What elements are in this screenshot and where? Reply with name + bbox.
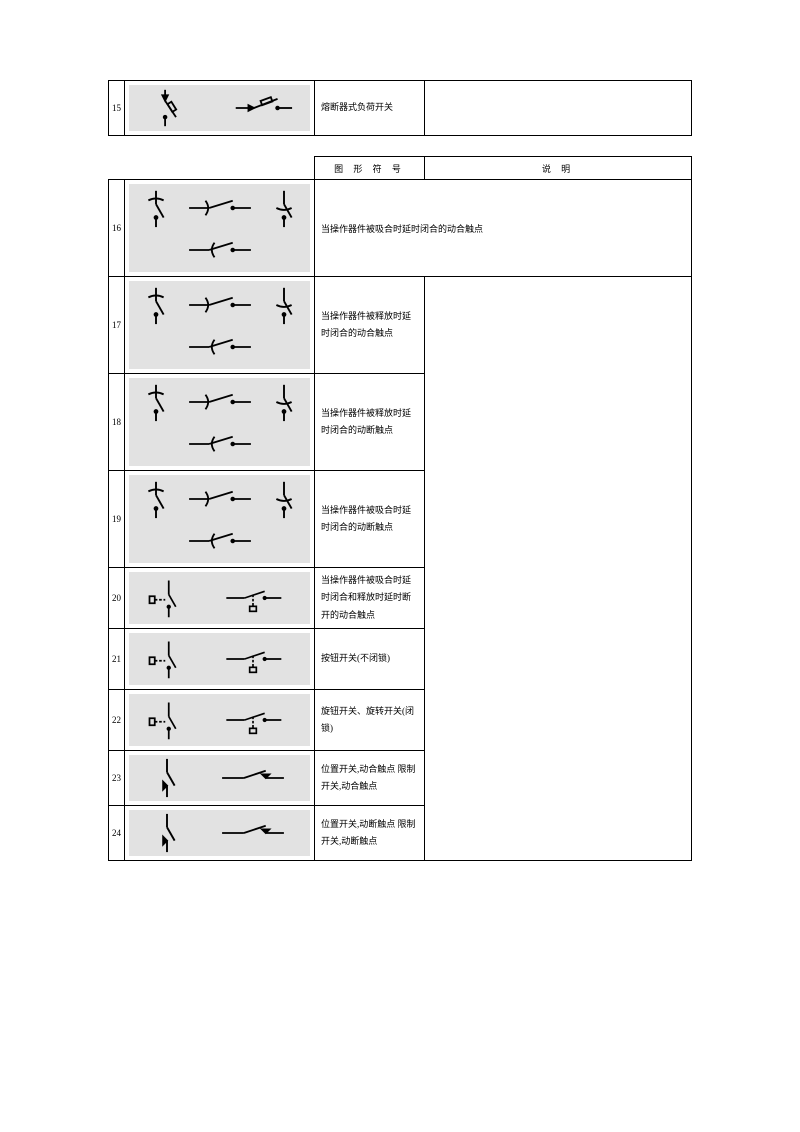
table-row: 15 <box>109 81 692 136</box>
symbol-svg <box>135 187 177 229</box>
row-number: 24 <box>109 806 125 861</box>
table-row: 16 <box>109 180 692 277</box>
row-number: 16 <box>109 180 125 277</box>
symbol-svg <box>263 478 305 520</box>
row-desc <box>425 81 692 136</box>
symbol-box <box>129 572 310 624</box>
row-name: 位置开关,动合触点 限制开关,动合触点 <box>315 751 425 806</box>
header-desc: 说 明 <box>425 157 692 180</box>
symbol-cell <box>125 806 315 861</box>
symbol-cell <box>125 690 315 751</box>
row-number: 22 <box>109 690 125 751</box>
symbol-svg <box>146 638 188 680</box>
symbol-svg <box>213 813 293 853</box>
symbol-svg <box>213 700 293 740</box>
symbol-cell <box>125 277 315 374</box>
page: 15 <box>0 0 800 1132</box>
symbol-box <box>129 184 310 272</box>
symbol-cell <box>125 751 315 806</box>
row-number: 19 <box>109 471 125 568</box>
header-desc-label: 说 明 <box>542 164 574 174</box>
symbol-svg <box>180 479 260 519</box>
symbol-svg <box>146 577 188 619</box>
symbol-svg <box>180 230 260 270</box>
row-name: 熔断器式负荷开关 <box>315 81 425 136</box>
row-number: 18 <box>109 374 125 471</box>
symbol-box <box>129 633 310 685</box>
row-name: 当操作器件被吸合时延时闭合的动断触点 <box>315 471 425 568</box>
symbol-svg <box>146 757 188 799</box>
symbol-svg <box>223 88 303 128</box>
symbol-svg <box>180 188 260 228</box>
symbol-svg <box>263 284 305 326</box>
symbol-svg <box>180 424 260 464</box>
header-symbol-label: 图 形 符 号 <box>334 164 405 174</box>
symbol-svg <box>180 327 260 367</box>
symbol-svg <box>135 284 177 326</box>
row-name: 当操作器件被释放时延时闭合的动断触点 <box>315 374 425 471</box>
symbol-box <box>129 378 310 466</box>
row-name: 当操作器件被吸合时延时闭合的动合触点 <box>315 180 692 277</box>
header-symbol: 图 形 符 号 <box>315 157 425 180</box>
symbol-box <box>129 85 310 131</box>
table-main: 图 形 符 号 说 明 16 <box>108 156 692 861</box>
symbol-box <box>129 281 310 369</box>
symbol-svg <box>263 381 305 423</box>
symbol-box <box>129 810 310 856</box>
row-name: 位置开关,动断触点 限制开关,动断触点 <box>315 806 425 861</box>
symbol-cell <box>125 180 315 277</box>
row-desc <box>425 277 692 861</box>
symbol-svg <box>180 285 260 325</box>
row-number: 17 <box>109 277 125 374</box>
symbol-box <box>129 475 310 563</box>
symbol-box <box>129 694 310 746</box>
symbol-svg <box>180 382 260 422</box>
row-name: 旋钮开关、旋转开关(闭锁) <box>315 690 425 751</box>
symbol-svg <box>146 812 188 854</box>
symbol-svg <box>136 88 216 128</box>
row-name: 当操作器件被释放时延时闭合的动合触点 <box>315 277 425 374</box>
symbol-cell <box>125 81 315 136</box>
symbol-cell <box>125 629 315 690</box>
symbol-svg <box>213 578 293 618</box>
symbol-cell <box>125 374 315 471</box>
row-number: 15 <box>109 81 125 136</box>
row-name: 当操作器件被吸合时延时闭合和释放时延时断开的动合触点 <box>315 568 425 629</box>
symbol-svg <box>180 521 260 561</box>
symbol-svg <box>146 699 188 741</box>
symbol-svg <box>213 639 293 679</box>
table-header: 图 形 符 号 说 明 <box>109 157 692 180</box>
row-number: 21 <box>109 629 125 690</box>
symbol-svg <box>263 187 305 229</box>
symbol-svg <box>135 478 177 520</box>
symbol-cell <box>125 471 315 568</box>
symbol-svg <box>135 381 177 423</box>
symbol-svg <box>213 758 293 798</box>
symbol-cell <box>125 568 315 629</box>
row-name: 按钮开关(不闭锁) <box>315 629 425 690</box>
row-number: 23 <box>109 751 125 806</box>
table-row: 17 <box>109 277 692 374</box>
table-top: 15 <box>108 80 692 136</box>
symbol-box <box>129 755 310 801</box>
row-number: 20 <box>109 568 125 629</box>
